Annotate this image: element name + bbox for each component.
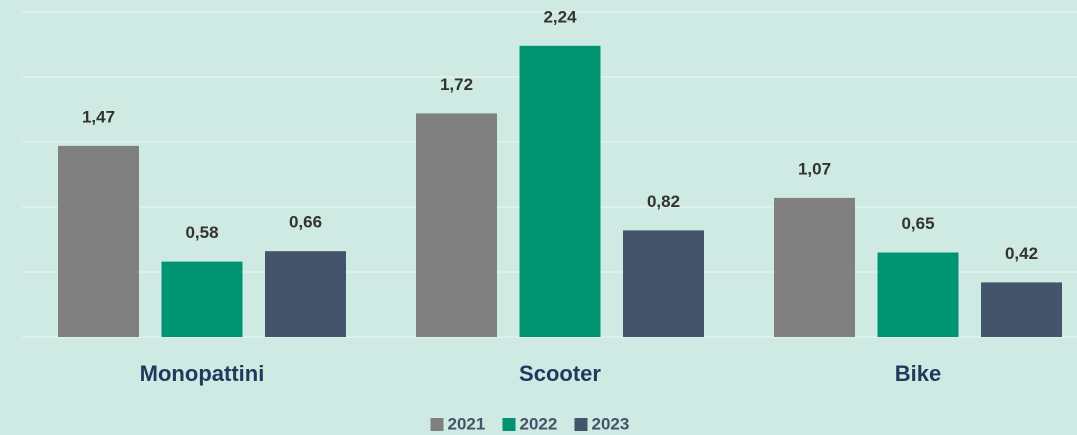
bar <box>519 45 601 338</box>
bar <box>161 261 243 337</box>
legend-swatch <box>430 418 444 431</box>
legend-swatch <box>502 418 516 431</box>
bar <box>877 252 959 337</box>
value-label: 0,58 <box>185 223 218 242</box>
legend-label: 2022 <box>520 414 558 433</box>
legend-label: 2021 <box>448 414 486 433</box>
category-label: Monopattini <box>140 361 265 386</box>
value-label: 0,82 <box>647 192 680 211</box>
category-label: Scooter <box>519 361 601 386</box>
bar <box>416 113 497 338</box>
value-label: 2,24 <box>543 7 577 26</box>
legend-swatch <box>574 418 588 431</box>
bar <box>774 197 855 337</box>
bar <box>265 251 346 337</box>
value-label: 1,72 <box>440 75 473 94</box>
bar <box>623 230 704 337</box>
value-label: 0,66 <box>289 213 322 232</box>
bar <box>58 145 139 337</box>
bar <box>981 282 1062 337</box>
category-label: Bike <box>895 361 941 386</box>
value-label: 1,47 <box>82 107 115 126</box>
value-label: 0,65 <box>901 214 934 233</box>
legend-label: 2023 <box>592 414 630 433</box>
value-label: 0,42 <box>1005 244 1038 263</box>
value-label: 1,07 <box>798 159 831 178</box>
